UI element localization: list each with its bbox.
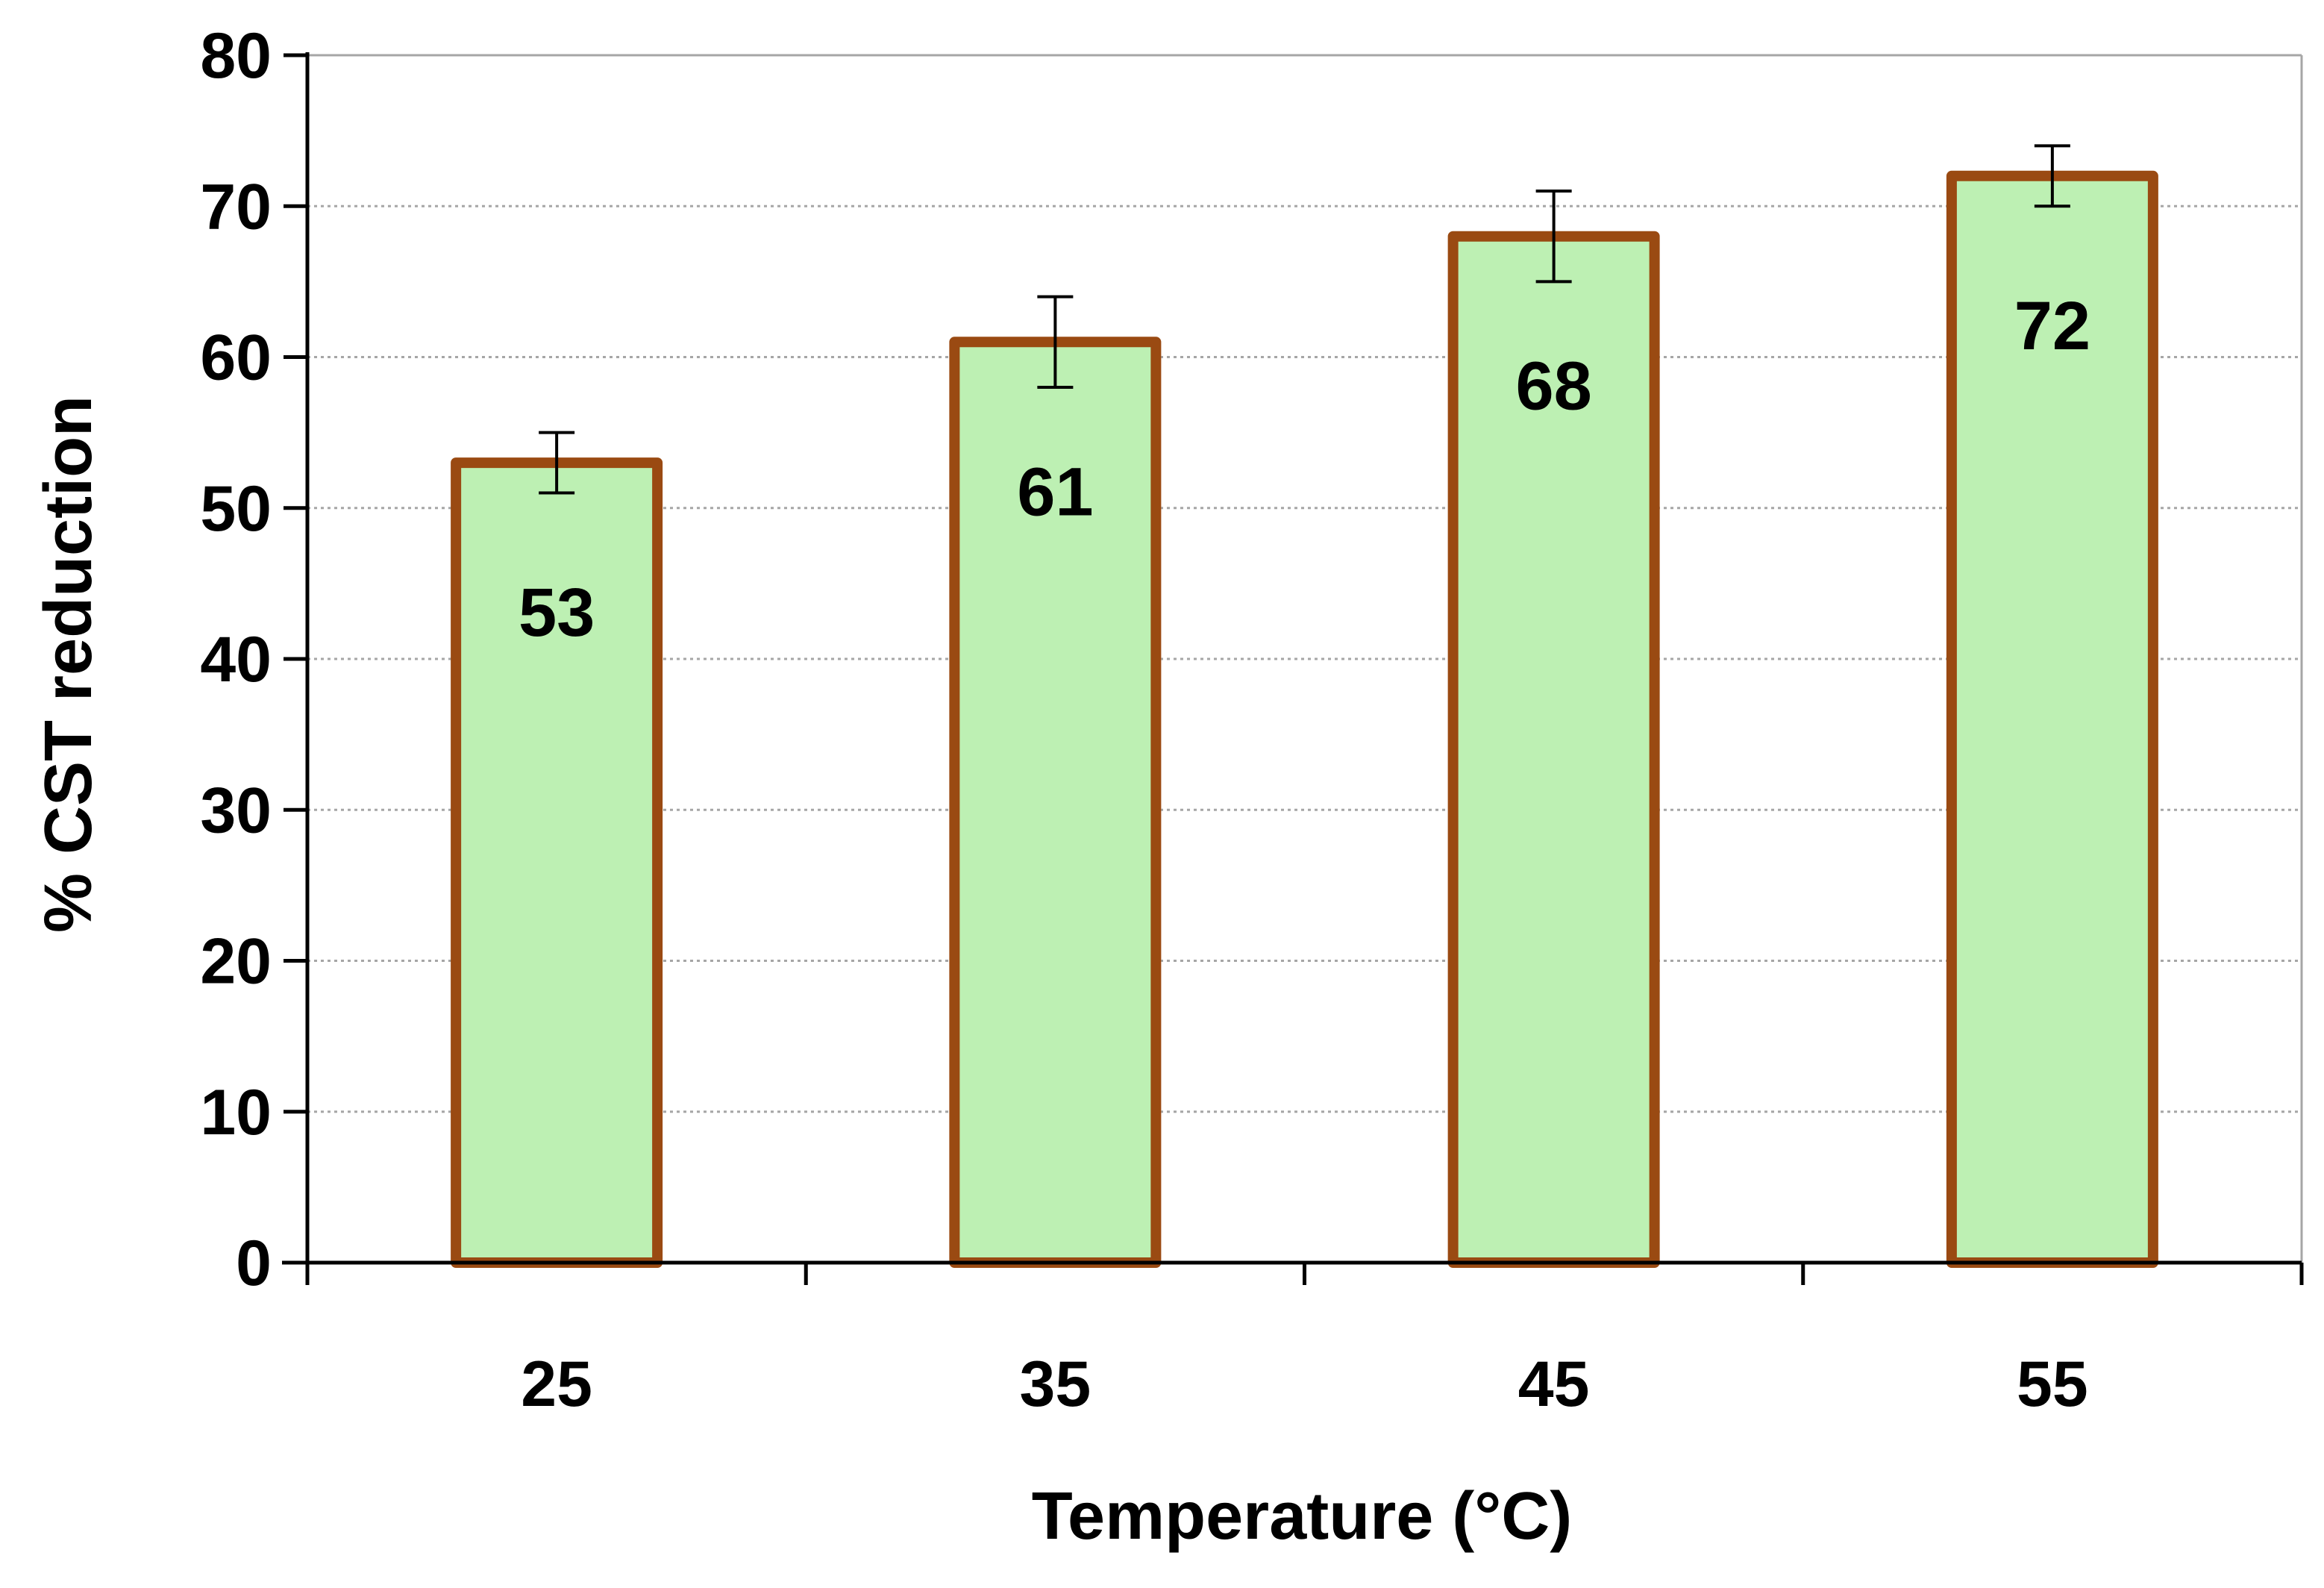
bar-25 — [451, 457, 663, 1269]
y-tick-label-20: 20 — [200, 926, 272, 998]
x-tick-label-45: 45 — [1518, 1348, 1590, 1420]
axes — [282, 52, 2304, 1285]
y-tick-label-0: 0 — [236, 1228, 272, 1299]
y-tick-label-50: 50 — [200, 473, 272, 545]
plot-frame — [307, 54, 2303, 1263]
data-label-35: 61 — [1017, 454, 1093, 530]
x-tick-labels: 25 35 45 55 — [521, 1348, 2087, 1420]
y-tick-label-60: 60 — [200, 322, 272, 394]
x-axis-title: Temperature (°C) — [1032, 1479, 1572, 1554]
y-tick-label-30: 30 — [200, 775, 272, 846]
data-label-25: 53 — [519, 575, 595, 651]
x-tick-label-25: 25 — [521, 1348, 592, 1420]
y-tick-label-10: 10 — [200, 1077, 272, 1148]
y-axis-title: % CST reduction — [31, 396, 106, 933]
y-tick-label-40: 40 — [200, 624, 272, 695]
y-tick-label-70: 70 — [200, 171, 272, 243]
data-labels: 53 61 68 72 — [519, 288, 2090, 651]
y-tick-label-80: 80 — [200, 20, 272, 92]
bars — [451, 170, 2158, 1269]
bar-55 — [1946, 170, 2158, 1268]
data-label-55: 72 — [2014, 288, 2090, 364]
x-tick-label-55: 55 — [2017, 1348, 2088, 1420]
y-tick-labels: 0 10 20 30 40 50 60 70 80 — [200, 20, 272, 1299]
x-tick-label-35: 35 — [1020, 1348, 1091, 1420]
error-bars — [539, 144, 2070, 495]
data-label-45: 68 — [1515, 348, 1591, 425]
bar-45 — [1447, 231, 1660, 1269]
